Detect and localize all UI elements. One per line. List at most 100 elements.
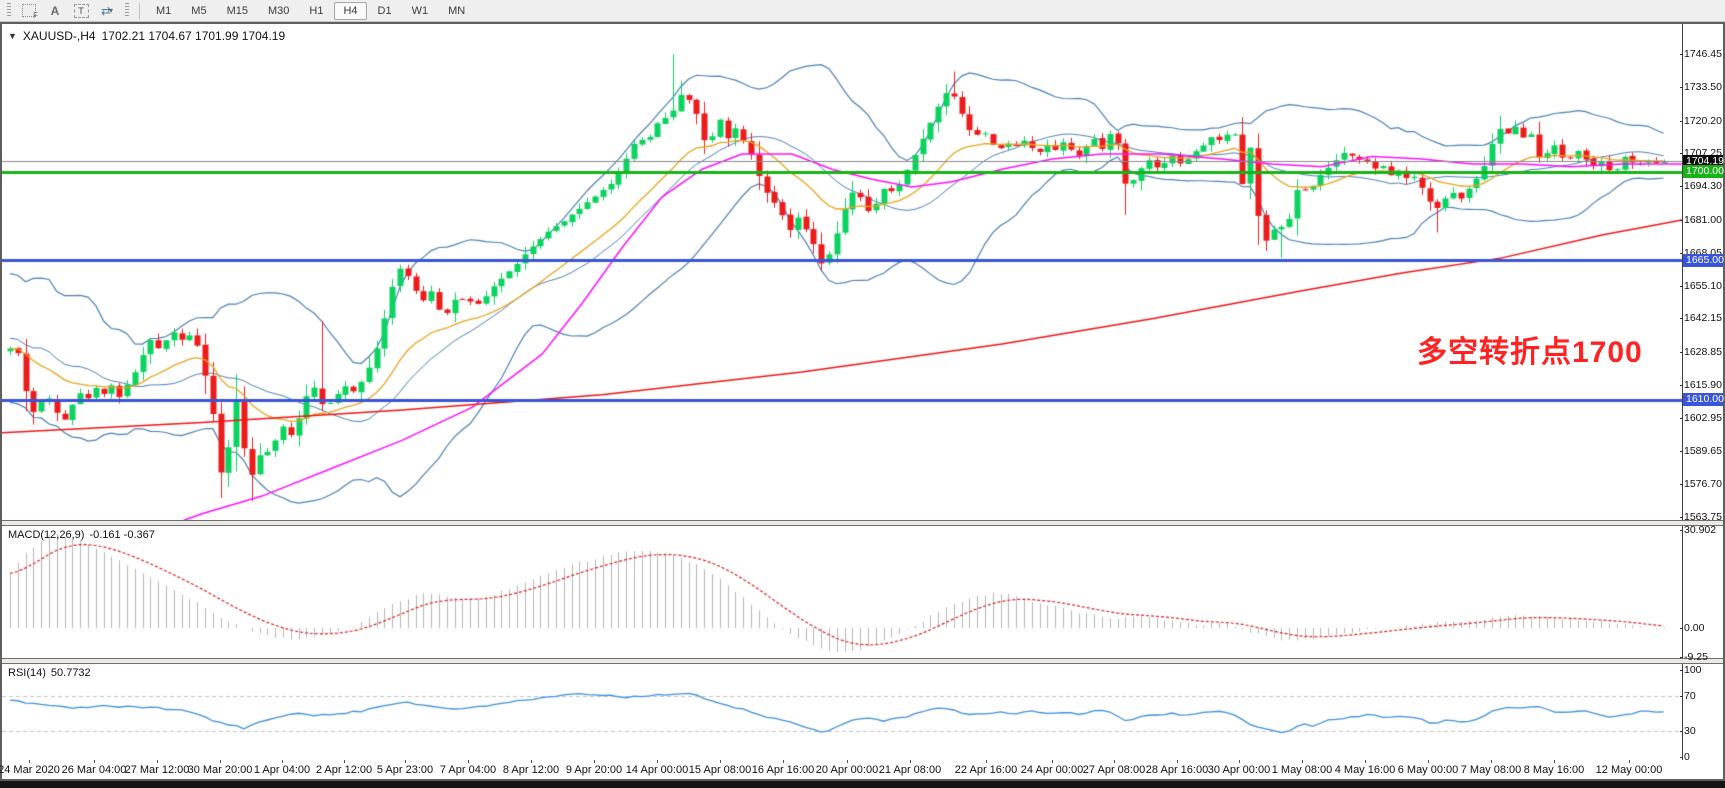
time-tick [405,760,406,763]
pane-separator-macd[interactable] [2,520,1723,526]
timeframe-button-h1[interactable]: H1 [309,4,324,17]
price-tick: 1694.30 [1680,180,1722,193]
boxed-t-icon: T [73,3,89,18]
dotted-box-icon: F [22,4,38,20]
time-label: 30 Apr 00:00 [1207,764,1271,776]
macd-tick: 30.902 [1679,524,1717,536]
rsi-tick: 0 [1680,751,1690,763]
time-tick [783,760,784,763]
time-label: 7 May 08:00 [1460,764,1522,776]
time-tick [468,760,469,763]
time-label: 22 Apr 16:00 [954,764,1018,776]
timeframe-button-m30[interactable]: M30 [267,4,290,17]
time-tick [910,760,911,763]
time-tick [344,760,345,763]
time-label: 28 Apr 16:00 [1145,764,1209,776]
time-tick [1365,760,1366,763]
time-tick [1239,760,1240,763]
macd-canvas[interactable] [2,526,1682,658]
ohlc-values: 1702.21 1704.67 1701.99 1704.19 [101,29,286,43]
time-label: 24 Apr 00:00 [1020,764,1084,776]
symbol-period-label: XAUUSD-,H4 [22,29,96,43]
rsi-canvas[interactable] [2,664,1682,760]
time-tick [220,760,221,763]
objects-grid-icon[interactable]: F [18,1,40,21]
time-label: 8 May 16:00 [1523,764,1585,776]
toolbar-grip-handle-2[interactable] [125,3,129,18]
time-label: 5 Apr 23:00 [376,764,434,776]
timeframe-button-m5[interactable]: M5 [191,4,207,17]
timeframe-button-h4[interactable]: H4 [334,1,367,20]
macd-label: MACD(12,26,9) -0.161 -0.367 [8,529,155,541]
price-tick: 1628.85 [1680,346,1722,359]
price-axis[interactable]: 1746.45 1733.50 1720.20 1707.25 1694.30 1681.… [1680,24,1724,523]
time-label: 27 Apr 08:00 [1082,764,1146,776]
chart-title: ▼ XAUUSD-,H4 1702.21 1704.67 1701.99 170… [8,29,285,43]
symbol-dropdown-icon[interactable]: ▼ [8,31,17,41]
time-label: 6 May 00:00 [1397,764,1459,776]
time-tick [1554,760,1555,763]
taskbar-strip [0,781,1725,788]
rsi-value: 50.7732 [50,667,91,679]
macd-name: MACD(12,26,9) [8,529,85,541]
annotation-text: 多空转折点1700 [1417,336,1643,369]
rsi-axis[interactable]: 100 70 30 0 [1680,664,1723,763]
time-label: 1 Apr 04:00 [253,764,311,776]
time-label: 8 Apr 12:00 [502,764,560,776]
cycle-arrows-icon[interactable]: ⇄ ▾ [100,3,114,18]
timeframe-button-w1[interactable]: W1 [411,4,429,17]
time-label: 14 Apr 00:00 [625,764,689,776]
time-tick [282,760,283,763]
price-tick: 1615.90 [1680,378,1722,391]
price-tick: 1602.95 [1680,411,1722,424]
dropdown-caret-icon: ▾ [109,6,114,15]
price-badge-1610.00: 1610.00 [1683,393,1724,407]
rsi-label: RSI(14) 50.7732 [8,667,91,679]
pane-separator-rsi[interactable] [2,658,1723,664]
price-tick: 1655.10 [1680,279,1722,292]
time-label: 7 Apr 04:00 [439,764,497,776]
timeframe-button-group: M1 M5 M15 M30 H1 H4 D1 W1 MN [147,1,474,20]
toolbar-separator [139,2,140,19]
time-label: 4 May 16:00 [1334,764,1396,776]
time-axis[interactable]: 24 Mar 2020 26 Mar 04:00 27 Mar 12:00 30 Ma… [0,760,1723,779]
time-tick [1302,760,1303,763]
price-tick: 1589.65 [1680,445,1722,458]
time-label: 21 Apr 08:00 [878,764,942,776]
price-tick: 1681.00 [1680,213,1722,226]
text-label-icon[interactable]: T [70,1,92,21]
time-tick [94,760,95,763]
time-label: 27 Mar 12:00 [124,764,190,776]
time-tick [986,760,987,763]
macd-axis[interactable]: 30.902 0.00 -9.25 [1679,524,1723,663]
time-tick [1629,760,1630,763]
time-tick [531,760,532,763]
price-badge-1665.00: 1665.00 [1683,253,1724,267]
price-badge-1704.19: 1704.19 [1683,154,1724,168]
price-chart-canvas[interactable] [2,24,1682,520]
time-label: 20 Apr 00:00 [815,764,879,776]
price-tick: 1733.50 [1680,80,1722,93]
timeframe-button-m15[interactable]: M15 [226,4,248,17]
top-toolbar: F A T ⇄ ▾ M1 M5 M15 M30 H1 H4 D1 W1 MN [0,0,1725,22]
macd-tick: 0.00 [1679,622,1705,634]
toolbar-grip-handle[interactable] [7,3,11,18]
time-tick [1114,760,1115,763]
time-tick [157,760,158,763]
macd-pane: MACD(12,26,9) -0.161 -0.367 [2,526,1682,658]
font-icon[interactable]: A [50,3,60,18]
time-label: 9 Apr 20:00 [565,764,623,776]
timeframe-button-mn[interactable]: MN [448,4,466,17]
time-label: 12 May 00:00 [1595,764,1663,776]
price-tick: 1720.20 [1680,114,1722,127]
price-tick: 1563.75 [1680,511,1722,523]
price-tick: 1746.45 [1680,48,1722,60]
time-tick [29,760,30,763]
timeframe-button-m1[interactable]: M1 [156,4,172,17]
timeframe-button-d1[interactable]: D1 [377,4,392,17]
time-label: 15 Apr 08:00 [688,764,752,776]
time-tick [1491,760,1492,763]
price-tick: 1576.70 [1680,478,1722,491]
price-tick: 1642.15 [1680,312,1722,325]
time-tick [720,760,721,763]
